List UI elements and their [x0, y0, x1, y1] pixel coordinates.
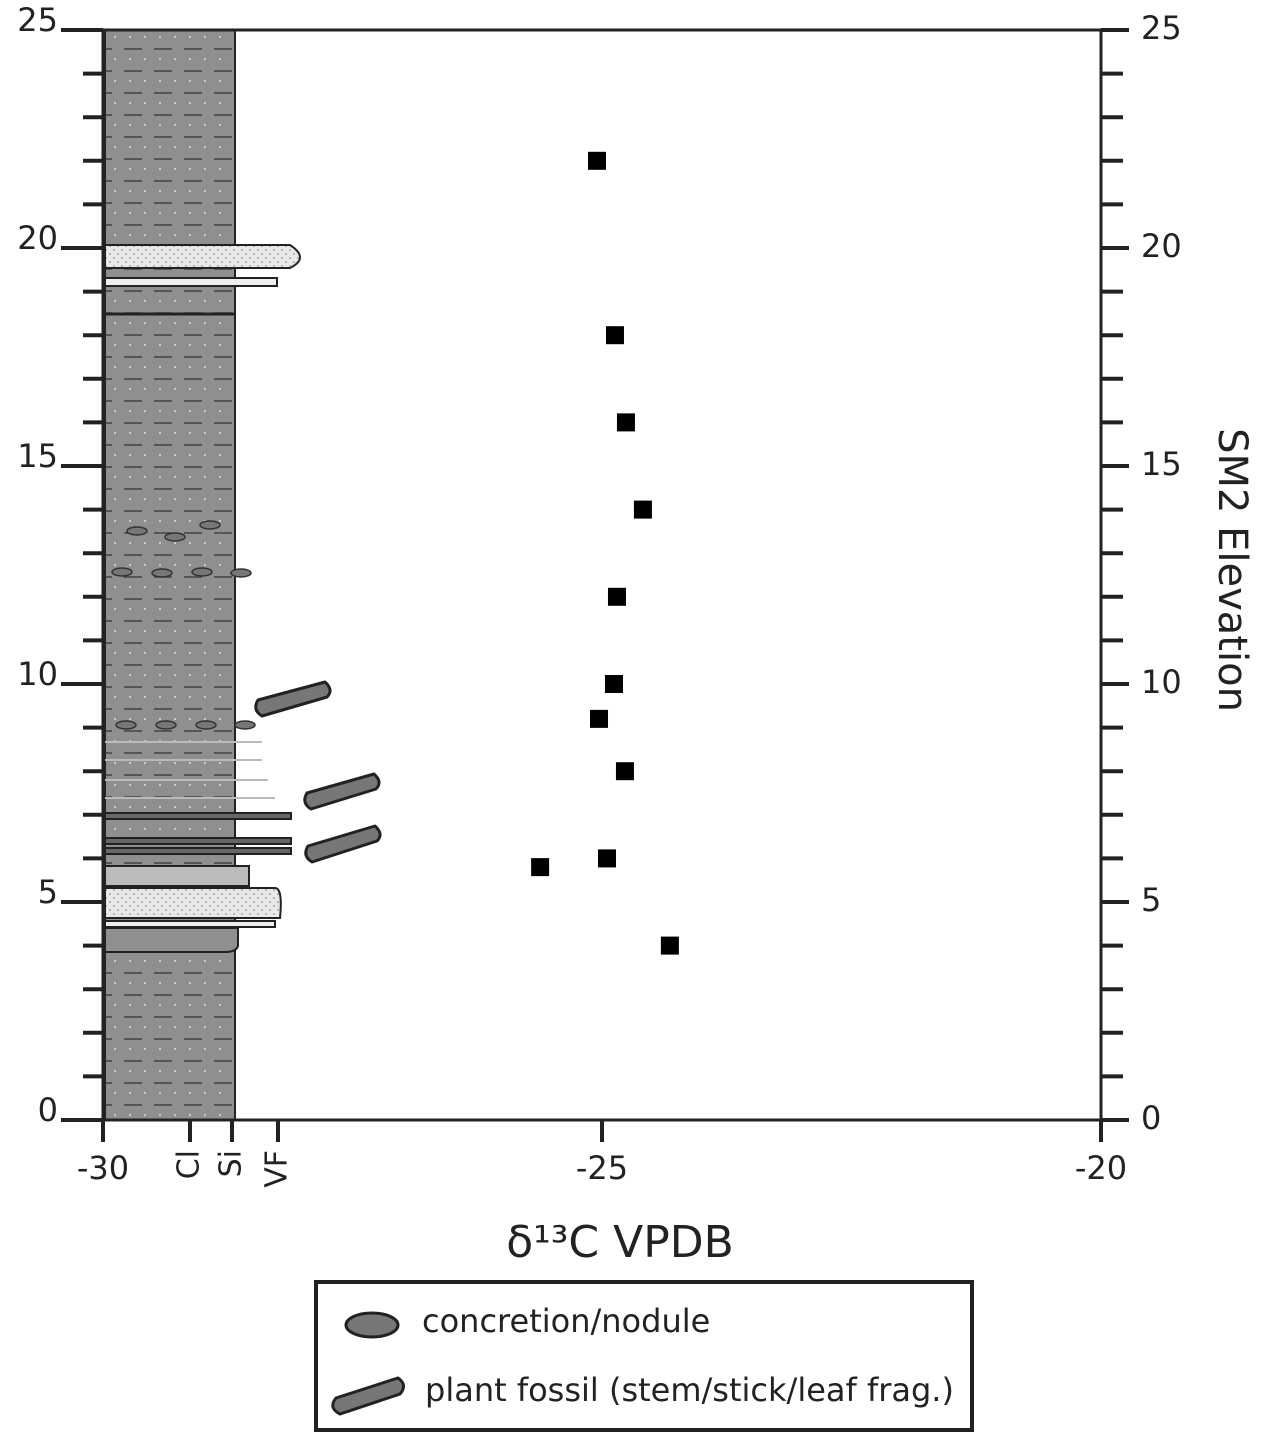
legend-fossil-icon	[331, 1376, 405, 1416]
legend-nodule-icon	[344, 1311, 400, 1339]
y-tick-label: 0	[38, 1091, 58, 1129]
y-tick-label: 5	[38, 873, 58, 911]
data-point	[616, 413, 635, 432]
column-label: VF	[260, 1150, 295, 1188]
y-tick-label: 20	[17, 219, 58, 257]
data-point	[607, 587, 626, 606]
y-tick-label: 10	[17, 655, 58, 693]
legend	[314, 1280, 974, 1432]
legend-label: concretion/nodule	[422, 1302, 710, 1340]
x-tick-label: -30	[77, 1149, 129, 1187]
data-point	[597, 849, 616, 868]
x-tick-label: -20	[1075, 1149, 1127, 1187]
y2-tick-label: 20	[1141, 227, 1182, 265]
data-point	[590, 709, 609, 728]
column-label: Si	[214, 1150, 249, 1177]
data-point	[660, 936, 679, 955]
x-tick-label: -25	[576, 1149, 628, 1187]
legend-label: plant fossil (stem/stick/leaf frag.)	[425, 1371, 954, 1409]
data-point	[604, 675, 623, 693]
data-point	[615, 762, 634, 781]
plot-frame	[101, 28, 1103, 1122]
x-axis-label: δ¹³C VPDB	[506, 1217, 734, 1268]
y2-axis-label: SM2 Elevation	[1209, 428, 1255, 712]
column-label: Cl	[172, 1150, 207, 1179]
y-tick-label: 15	[17, 437, 58, 475]
y2-tick-label: 0	[1141, 1099, 1161, 1137]
y2-tick-label: 10	[1141, 663, 1182, 701]
data-point	[605, 326, 624, 345]
data-point	[633, 500, 652, 519]
y2-tick-label: 15	[1141, 445, 1182, 483]
strat-column	[104, 29, 382, 1121]
y2-tick-label: 5	[1141, 881, 1161, 919]
y2-tick-label: 25	[1141, 9, 1182, 47]
data-point	[531, 858, 550, 877]
y-tick-label: 25	[17, 1, 58, 39]
data-point	[588, 151, 607, 170]
